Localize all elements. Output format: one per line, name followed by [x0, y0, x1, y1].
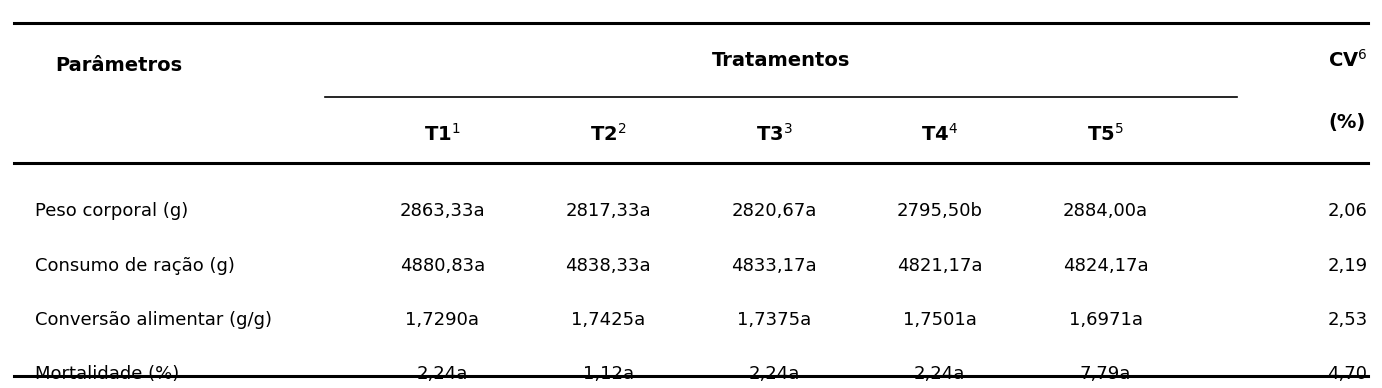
Text: 2,53: 2,53	[1327, 311, 1368, 329]
Text: T1$^1$: T1$^1$	[424, 123, 460, 145]
Text: Mortalidade (%): Mortalidade (%)	[35, 365, 178, 383]
Text: 4821,17a: 4821,17a	[897, 257, 983, 275]
Text: 4,70: 4,70	[1328, 365, 1367, 383]
Text: 2,24a: 2,24a	[416, 365, 468, 383]
Text: 2863,33a: 2863,33a	[399, 203, 485, 220]
Text: 1,7425a: 1,7425a	[571, 311, 645, 329]
Text: 4838,33a: 4838,33a	[565, 257, 651, 275]
Text: 4824,17a: 4824,17a	[1063, 257, 1148, 275]
Text: 2,19: 2,19	[1327, 257, 1368, 275]
Text: 1,7290a: 1,7290a	[405, 311, 480, 329]
Text: 7,79a: 7,79a	[1079, 365, 1132, 383]
Text: 1,7375a: 1,7375a	[737, 311, 811, 329]
Text: 4880,83a: 4880,83a	[399, 257, 485, 275]
Text: 2,24a: 2,24a	[914, 365, 966, 383]
Text: 2884,00a: 2884,00a	[1063, 203, 1148, 220]
Text: 1,6971a: 1,6971a	[1068, 311, 1143, 329]
Text: Peso corporal (g): Peso corporal (g)	[35, 203, 188, 220]
Text: 1,12a: 1,12a	[583, 365, 633, 383]
Text: T3$^3$: T3$^3$	[756, 123, 792, 145]
Text: T2$^2$: T2$^2$	[590, 123, 626, 145]
Text: T4$^4$: T4$^4$	[922, 123, 958, 145]
Text: T5$^5$: T5$^5$	[1088, 123, 1124, 145]
Text: 2,06: 2,06	[1328, 203, 1367, 220]
Text: Conversão alimentar (g/g): Conversão alimentar (g/g)	[35, 311, 271, 329]
Text: 2,24a: 2,24a	[748, 365, 800, 383]
Text: 2817,33a: 2817,33a	[565, 203, 651, 220]
Text: (%): (%)	[1329, 113, 1365, 132]
Text: Tratamentos: Tratamentos	[712, 51, 850, 69]
Text: 1,7501a: 1,7501a	[902, 311, 977, 329]
Text: Consumo de ração (g): Consumo de ração (g)	[35, 257, 235, 275]
Text: 2795,50b: 2795,50b	[897, 203, 983, 220]
Text: 2820,67a: 2820,67a	[731, 203, 817, 220]
Text: 4833,17a: 4833,17a	[731, 257, 817, 275]
Text: CV$^6$: CV$^6$	[1328, 49, 1367, 71]
Text: Parâmetros: Parâmetros	[55, 57, 182, 75]
